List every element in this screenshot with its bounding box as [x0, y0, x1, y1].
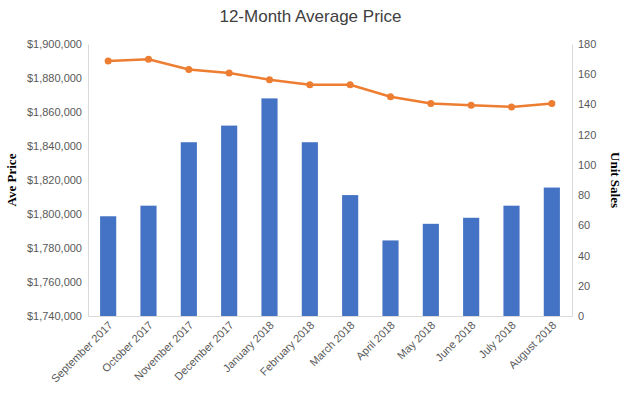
tick: June 2018	[433, 316, 478, 364]
tick: August 2018	[506, 316, 558, 371]
tick: $1,880,000	[27, 72, 88, 84]
axis-line	[88, 45, 89, 317]
tick-label: $1,820,000	[27, 174, 82, 186]
axis-line	[572, 45, 573, 317]
tick-label: $1,900,000	[27, 38, 82, 50]
title: 12-Month Average Price	[219, 7, 401, 26]
tick-label: $1,760,000	[27, 276, 82, 288]
tick: $1,840,000	[27, 140, 88, 152]
tick-label: $1,840,000	[27, 140, 82, 152]
bar	[342, 195, 358, 316]
tick: May 2018	[395, 316, 438, 361]
bar	[503, 206, 519, 316]
axis-title: Ave Price	[4, 153, 19, 206]
marker	[226, 69, 233, 76]
tick-label: 180	[578, 38, 596, 50]
tick-label: April 2018	[354, 319, 398, 363]
bar	[302, 142, 318, 316]
tick-label: 100	[578, 159, 596, 171]
marker	[145, 56, 152, 63]
bar	[221, 126, 237, 316]
tick: 100	[572, 159, 596, 171]
axis: $1,740,000 $1,760,000 $1,780,000 $1,800,000…	[27, 38, 89, 322]
tick-label: March 2018	[307, 319, 357, 369]
marker	[427, 100, 434, 107]
marker	[306, 81, 313, 88]
tick-label: $1,880,000	[27, 72, 82, 84]
tick: July 2018	[476, 316, 518, 361]
tick: March 2018	[307, 316, 357, 368]
bar	[140, 206, 156, 316]
tick: 20	[572, 280, 590, 292]
tick-label: 160	[578, 68, 596, 80]
chart-svg: $1,740,000 $1,760,000 $1,780,000 $1,800,000…	[0, 0, 621, 408]
tick-label: $1,780,000	[27, 242, 82, 254]
axis-line	[89, 316, 573, 317]
bar	[544, 188, 560, 316]
tick-label: $1,740,000	[27, 310, 82, 322]
tick-label: 80	[578, 189, 590, 201]
tick: $1,860,000	[27, 106, 88, 118]
tick: 160	[572, 68, 596, 80]
tick-label: February 2018	[257, 319, 316, 378]
bar	[261, 98, 277, 316]
tick: $1,800,000	[27, 208, 88, 220]
tick-label: $1,860,000	[27, 106, 82, 118]
tick: 180	[572, 38, 596, 50]
line	[108, 59, 552, 107]
bar	[382, 240, 398, 316]
tick: $1,900,000	[27, 38, 88, 50]
marker	[468, 102, 475, 109]
tick-label: $1,800,000	[27, 208, 82, 220]
bar	[181, 142, 197, 316]
plot-area	[100, 56, 560, 316]
tick: 140	[572, 98, 596, 110]
tick: 40	[572, 250, 590, 262]
tick: 60	[572, 219, 590, 231]
bar	[423, 224, 439, 316]
tick-label: July 2018	[476, 319, 518, 361]
tick-label: 140	[578, 98, 596, 110]
tick-label: September 2017	[49, 319, 115, 385]
axis-title: Unit Sales	[608, 152, 621, 208]
marker	[508, 103, 515, 110]
marker	[266, 76, 273, 83]
axis: September 2017October 2017November 2017D…	[49, 316, 573, 385]
tick: 0	[572, 310, 584, 322]
tick-label: 20	[578, 280, 590, 292]
tick-label: 0	[578, 310, 584, 322]
axis: 0 20 40 60 80 100 120 140 160 180	[572, 38, 596, 322]
bar-series	[100, 98, 560, 316]
marker	[347, 81, 354, 88]
tick-label: August 2018	[506, 319, 558, 371]
line-series	[105, 56, 556, 111]
tick: $1,820,000	[27, 174, 88, 186]
tick-label: 60	[578, 219, 590, 231]
tick: February 2018	[257, 316, 316, 378]
marker	[387, 93, 394, 100]
marker	[185, 66, 192, 73]
tick-label: 120	[578, 129, 596, 141]
marker	[105, 58, 112, 65]
tick: $1,760,000	[27, 276, 88, 288]
tick: $1,740,000	[27, 310, 88, 322]
tick-label: 40	[578, 250, 590, 262]
tick-label: May 2018	[395, 319, 438, 362]
tick: September 2017	[49, 316, 115, 385]
tick: April 2018	[354, 316, 398, 362]
tick: 80	[572, 189, 590, 201]
marker	[548, 100, 555, 107]
tick-label: June 2018	[433, 319, 478, 364]
tick: $1,780,000	[27, 242, 88, 254]
bar	[100, 216, 116, 316]
tick: 120	[572, 129, 596, 141]
bar	[463, 218, 479, 316]
